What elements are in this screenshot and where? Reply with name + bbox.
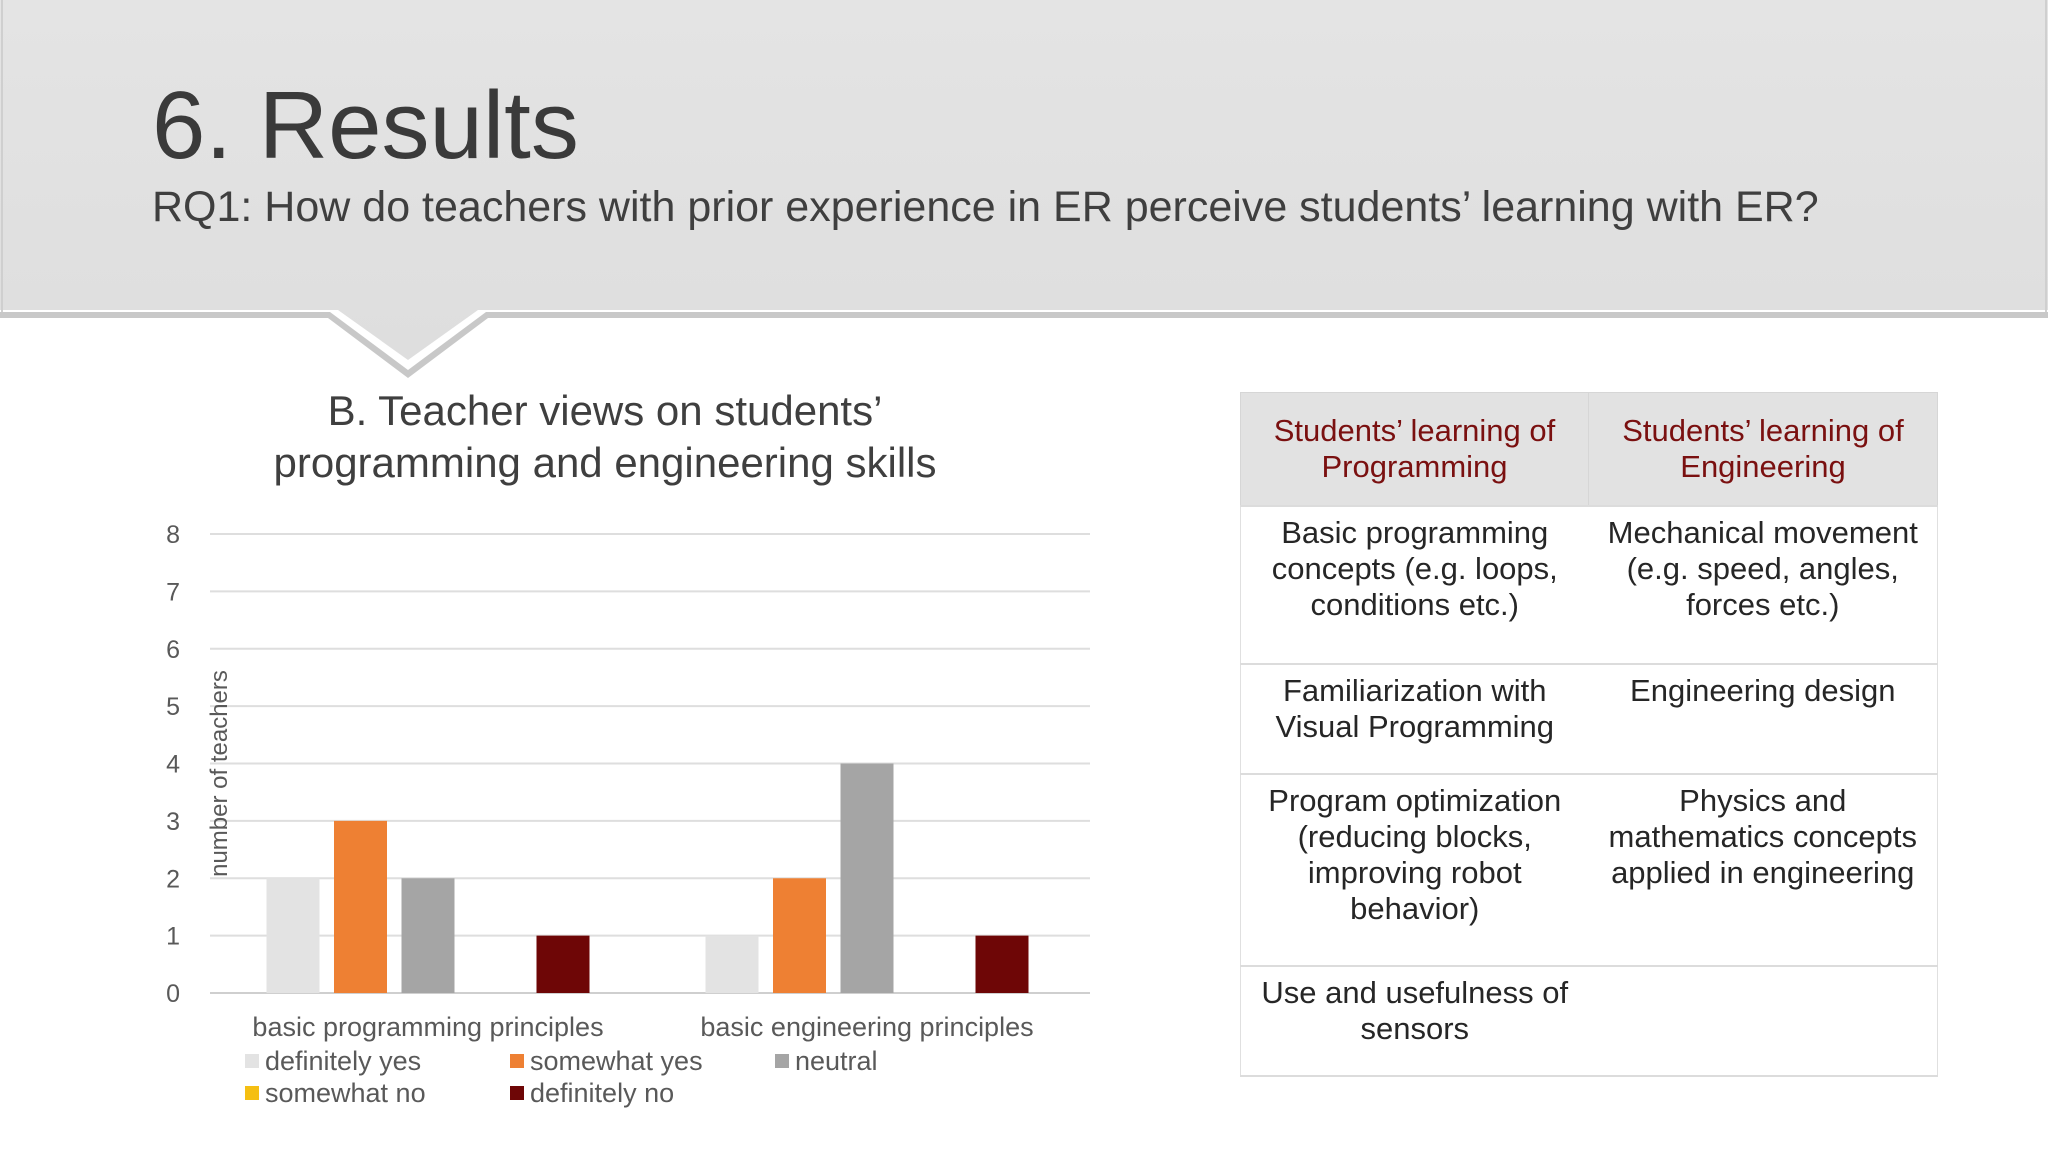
y-tick-label: 2 [166,865,180,893]
bar [705,935,759,993]
bar-chart: 0 1 2 3 4 5 6 7 8 number of teachers basic program… [166,521,1090,1042]
table-cell: Familiarization with Visual Programming [1240,663,1589,775]
legend-item: somewhat no [245,1078,510,1108]
table-cell: Program optimization (reducing blocks, i… [1240,773,1589,967]
legend-swatch [245,1086,259,1100]
bar [536,935,590,993]
table-header-engineering: Students’ learning of Engineering [1588,392,1938,507]
table-cell: Basic programming concepts (e.g. loops, … [1240,505,1589,665]
table-cell: Engineering design [1588,663,1938,775]
header-band-shape [0,0,2048,360]
legend-label: somewhat yes [530,1046,703,1076]
table-cell: Mechanical movement (e.g. speed, angles,… [1588,505,1938,665]
table-row: Familiarization with Visual Programming … [1240,663,1938,775]
chart-title-line-2: programming and engineering skills [273,439,937,486]
legend-swatch [245,1054,259,1068]
chart-title-line-1: B. Teacher views on students’ [327,387,883,434]
bar [266,878,320,993]
skills-table: Students’ learning of Programming Studen… [1240,392,1938,1077]
header-band [0,0,2048,378]
legend-swatch [775,1054,789,1068]
legend-label: definitely no [530,1078,675,1108]
legend-swatch [510,1086,524,1100]
legend-item: definitely no [510,1078,775,1108]
legend-item: definitely yes [245,1046,510,1076]
slide-title: 6. Results [152,72,579,179]
slide-subtitle: RQ1: How do teachers with prior experien… [152,183,1819,231]
x-category-label: basic programming principles [252,1012,603,1042]
bar [334,820,387,993]
y-tick-label: 1 [166,923,180,951]
legend-item: neutral [775,1046,925,1076]
table-cell [1588,965,1938,1077]
y-tick-label: 4 [166,751,180,779]
legend-swatch [510,1054,524,1068]
table-header-programming: Students’ learning of Programming [1240,392,1589,507]
table-header-row: Students’ learning of Programming Studen… [1240,392,1938,507]
y-tick-label: 8 [166,521,180,549]
bar [773,878,826,993]
bar [975,935,1029,993]
y-tick-label: 3 [166,808,180,836]
table-cell: Physics and mathematics concepts applied… [1588,773,1938,967]
bar [401,878,455,993]
table-row: Basic programming concepts (e.g. loops, … [1240,505,1938,665]
table-row: Use and usefulness of sensors [1240,965,1938,1077]
table-row: Program optimization (reducing blocks, i… [1240,773,1938,967]
chart-legend: definitely yes somewhat yes neutral somewha… [245,1046,878,1108]
legend-label: definitely yes [265,1046,422,1076]
y-tick-label: 0 [166,980,180,1008]
y-tick-label: 6 [166,636,180,664]
chart-title: B. Teacher views on students’ programmin… [205,385,1005,489]
legend-label: neutral [795,1046,878,1076]
bar [840,763,894,993]
x-category-label: basic engineering principles [700,1012,1033,1042]
table-cell: Use and usefulness of sensors [1240,965,1589,1077]
legend-label: somewhat no [265,1078,426,1108]
y-tick-label: 7 [166,578,180,606]
legend-item: somewhat yes [510,1046,775,1076]
y-axis-title: number of teachers [206,670,233,877]
y-tick-label: 5 [166,693,180,721]
